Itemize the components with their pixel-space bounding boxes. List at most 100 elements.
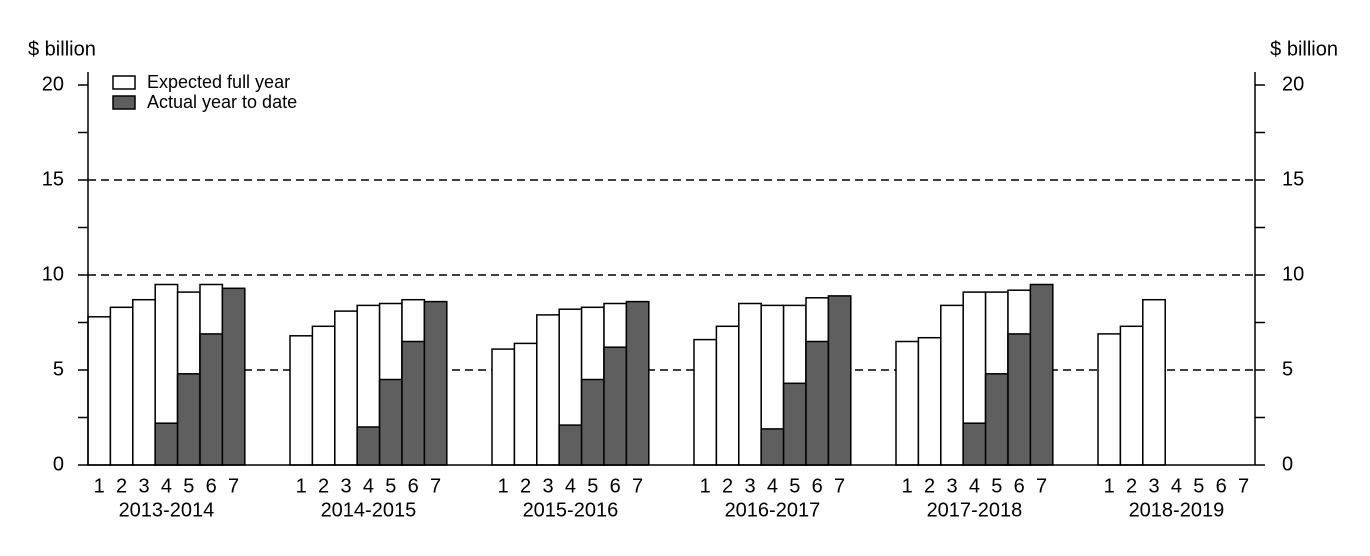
bar <box>199 333 224 466</box>
legend-text: Expected full year <box>147 72 290 92</box>
y-tick-label: 20 <box>42 73 64 95</box>
x-tick-label: 4 <box>161 475 172 497</box>
x-tick-label: 2 <box>1126 475 1137 497</box>
bar <box>423 300 448 466</box>
legend-text: Actual year to date <box>147 92 297 112</box>
group-label: 2017-2018 <box>927 499 1023 521</box>
x-tick-label: 5 <box>1193 475 1204 497</box>
legend-swatch <box>112 75 136 90</box>
bar <box>782 382 807 466</box>
x-tick-label: 7 <box>228 475 239 497</box>
x-tick-label: 5 <box>183 475 194 497</box>
bar <box>311 325 336 466</box>
x-tick-label: 6 <box>206 475 217 497</box>
bar <box>984 373 1009 466</box>
x-tick-label: 7 <box>430 475 441 497</box>
bar <box>536 314 560 466</box>
bar <box>87 316 112 466</box>
x-tick-label: 3 <box>138 475 149 497</box>
bar <box>558 424 583 466</box>
group-label: 2015-2016 <box>523 499 619 521</box>
bar <box>513 342 538 466</box>
bar <box>917 336 942 466</box>
x-tick-label: 4 <box>565 475 576 497</box>
x-tick-label: 1 <box>902 475 913 497</box>
bar <box>805 340 830 466</box>
bar <box>1142 298 1166 466</box>
bar <box>356 426 381 466</box>
group-label: 2018-2019 <box>1129 499 1225 521</box>
y-axis-label: $ billion <box>28 38 96 60</box>
x-tick-label: 2 <box>318 475 329 497</box>
x-tick-label: 5 <box>587 475 598 497</box>
y-tick-label: 5 <box>53 358 64 380</box>
y-tick-label: 15 <box>42 168 64 190</box>
bar <box>1097 333 1122 466</box>
bar <box>334 310 358 466</box>
y-tick-label: 0 <box>53 453 64 475</box>
x-tick-label: 5 <box>991 475 1002 497</box>
bar <box>1029 283 1054 466</box>
x-tick-label: 4 <box>969 475 980 497</box>
x-tick-label: 5 <box>789 475 800 497</box>
bar <box>827 295 852 466</box>
group-label: 2013-2014 <box>119 499 215 521</box>
x-tick-label: 1 <box>94 475 105 497</box>
y-tick-label: 10 <box>42 263 64 285</box>
bar <box>625 300 650 466</box>
x-tick-label: 1 <box>700 475 711 497</box>
x-tick-label: 6 <box>1216 475 1227 497</box>
y2-tick-label: 5 <box>1282 358 1293 380</box>
bar <box>132 298 156 466</box>
x-tick-label: 7 <box>632 475 643 497</box>
bar <box>154 422 179 466</box>
x-tick-label: 7 <box>1036 475 1047 497</box>
bar <box>176 373 201 466</box>
legend-swatch <box>112 95 136 110</box>
x-tick-label: 4 <box>767 475 778 497</box>
bar <box>580 378 605 466</box>
x-tick-label: 3 <box>340 475 351 497</box>
x-tick-label: 3 <box>542 475 553 497</box>
bar <box>221 287 246 466</box>
bar <box>962 422 987 466</box>
bar <box>738 302 762 466</box>
bar <box>895 340 920 466</box>
x-tick-label: 6 <box>812 475 823 497</box>
bar <box>289 335 314 466</box>
bar <box>940 304 964 466</box>
bar <box>378 378 403 466</box>
x-tick-label: 1 <box>498 475 509 497</box>
y2-axis-label: $ billion <box>1270 38 1338 60</box>
bar <box>603 346 628 466</box>
x-tick-label: 7 <box>1238 475 1249 497</box>
y2-tick-label: 20 <box>1282 73 1304 95</box>
bar <box>715 325 740 466</box>
x-tick-label: 1 <box>296 475 307 497</box>
x-tick-label: 1 <box>1104 475 1115 497</box>
group-label: 2014-2015 <box>321 499 417 521</box>
x-tick-label: 7 <box>834 475 845 497</box>
bar <box>760 428 785 466</box>
group-label: 2016-2017 <box>725 499 821 521</box>
x-tick-label: 4 <box>1171 475 1182 497</box>
x-tick-label: 2 <box>116 475 127 497</box>
x-tick-label: 3 <box>744 475 755 497</box>
bar <box>401 340 426 466</box>
y2-tick-label: 10 <box>1282 263 1304 285</box>
x-tick-label: 3 <box>946 475 957 497</box>
x-tick-label: 6 <box>1014 475 1025 497</box>
x-tick-label: 6 <box>610 475 621 497</box>
x-tick-label: 5 <box>385 475 396 497</box>
x-tick-label: 2 <box>520 475 531 497</box>
bar <box>491 348 516 466</box>
x-tick-label: 6 <box>408 475 419 497</box>
x-tick-label: 3 <box>1148 475 1159 497</box>
bar <box>693 338 718 466</box>
x-tick-label: 4 <box>363 475 374 497</box>
x-tick-label: 2 <box>722 475 733 497</box>
bar <box>109 306 134 466</box>
y2-tick-label: 15 <box>1282 168 1304 190</box>
bar <box>1119 325 1144 466</box>
